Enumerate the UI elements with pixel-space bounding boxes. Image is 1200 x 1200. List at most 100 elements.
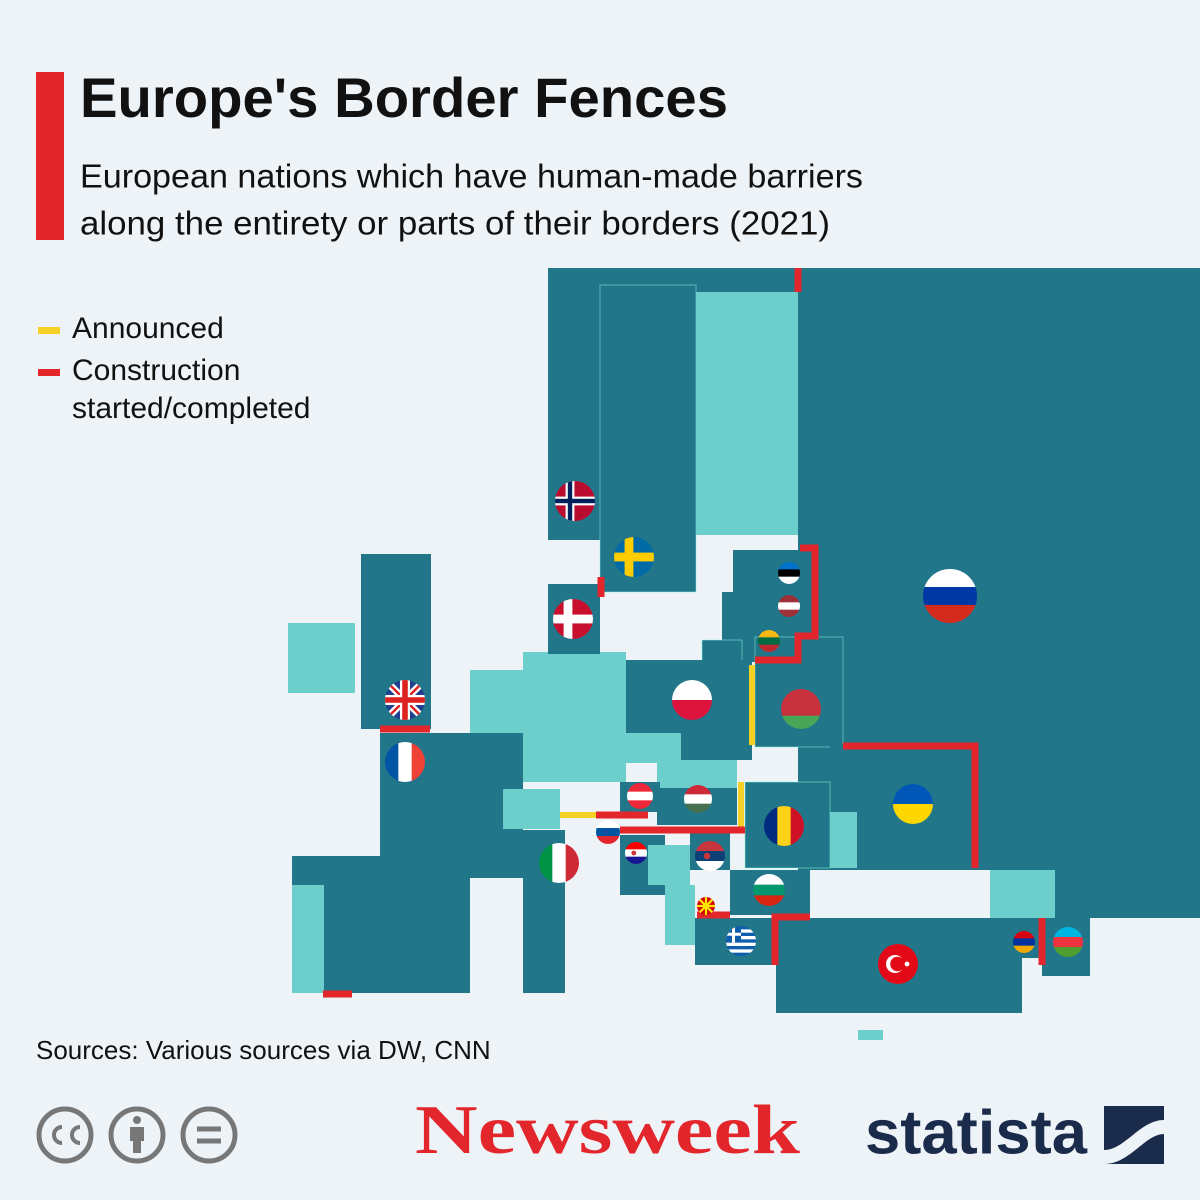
flag: [893, 784, 933, 824]
legend-swatch: [38, 369, 60, 376]
region: [601, 733, 681, 763]
subtitle-line: European nations which have human-made b…: [80, 158, 863, 195]
region: [657, 760, 737, 788]
title: Europe's Border Fences: [80, 66, 728, 129]
region: [288, 623, 355, 693]
flag-stripe: [790, 806, 804, 846]
flag-emblem: [602, 829, 609, 835]
legend-label: Announced: [72, 312, 224, 345]
flag-stripe: [625, 856, 647, 864]
flag-stripe: [758, 644, 780, 652]
flag-stripe: [684, 785, 712, 795]
flag: [596, 820, 620, 844]
flag: [778, 595, 800, 617]
flag-stripe: [758, 637, 780, 646]
flag-cross: [726, 926, 741, 943]
flag: [923, 569, 977, 623]
flag-stripe: [565, 843, 579, 883]
flag-stripe: [1013, 938, 1035, 947]
flag-stripe: [672, 680, 712, 701]
statista-logo: statista: [865, 1098, 1088, 1167]
region: [599, 284, 697, 593]
flag-stripe: [1013, 931, 1035, 939]
flag-crescent: [890, 956, 905, 972]
flag-stripe: [627, 783, 653, 793]
newsweek-logo: Newsweek: [415, 1092, 800, 1169]
flag: [385, 680, 425, 720]
flags: [385, 481, 1083, 984]
flag-emblem: [703, 852, 711, 860]
flag-stripe: [778, 562, 800, 570]
flag-cross: [553, 614, 593, 624]
flag: [539, 843, 579, 883]
flag-cross: [624, 537, 634, 577]
flag-stripe: [923, 587, 977, 606]
flag-stripe: [778, 609, 800, 617]
flag-stripe: [596, 836, 620, 844]
flag-stripe: [726, 949, 756, 953]
flag-stripe: [753, 895, 785, 906]
flag-stripe: [726, 942, 756, 947]
flag-stripe: [778, 595, 800, 603]
flag: [627, 783, 653, 809]
flag: [726, 926, 756, 956]
flag-stripe: [778, 576, 800, 584]
flag-stripe: [684, 794, 712, 805]
flag-stripe: [695, 841, 725, 852]
statista-mark: [1104, 1106, 1164, 1164]
flag: [878, 944, 918, 984]
flag-stripe: [684, 803, 712, 813]
flag-stripe: [411, 742, 425, 782]
flag-stripe: [781, 715, 821, 729]
fence: [771, 913, 810, 965]
flag-stripe: [781, 689, 821, 703]
flag-stripe: [893, 784, 933, 805]
flag: [697, 897, 715, 915]
flag-cross: [385, 680, 425, 720]
flag-stripe: [893, 804, 933, 824]
flag-stripe: [385, 742, 399, 782]
flag: [684, 785, 712, 813]
flag-stripe: [923, 605, 977, 623]
flag: [695, 841, 725, 871]
flag-stripe: [596, 820, 620, 829]
region: [696, 292, 798, 535]
flag-stripe: [695, 861, 725, 871]
flag: [753, 874, 785, 906]
flag: [385, 742, 425, 782]
flag-stripe: [625, 842, 647, 850]
flag-stripe: [778, 569, 800, 578]
flag-stripe: [758, 630, 780, 638]
legend: Announced Construction started/completed: [38, 312, 310, 425]
flag-stripe: [753, 884, 785, 896]
region: [990, 870, 1055, 918]
flag-stripe: [726, 946, 756, 950]
region: [830, 812, 857, 868]
region: [701, 639, 743, 663]
flag-stripe: [764, 806, 778, 846]
flag-cross: [567, 481, 573, 521]
flag-cross: [555, 498, 595, 504]
legend-label: Construction: [72, 354, 240, 387]
flag-stripe: [552, 843, 567, 883]
flag: [555, 481, 595, 521]
accent-bar: [36, 72, 64, 240]
flag-stripe: [672, 700, 712, 720]
region: [470, 670, 523, 715]
flag: [758, 630, 780, 652]
flag: [553, 599, 593, 639]
flag-stripe: [777, 806, 792, 846]
flag: [625, 842, 647, 864]
flag: [778, 562, 800, 584]
flag-stripe: [753, 874, 785, 886]
region: [665, 885, 695, 945]
region: [1055, 868, 1200, 918]
flag: [764, 806, 804, 846]
flag-stripe: [1053, 927, 1083, 938]
region: [733, 550, 815, 592]
flag-stripe: [778, 602, 800, 611]
source: Sources: Various sources via DW, CNN: [36, 1035, 491, 1065]
flag-stripe: [923, 569, 977, 588]
legend-swatch: [38, 327, 60, 334]
